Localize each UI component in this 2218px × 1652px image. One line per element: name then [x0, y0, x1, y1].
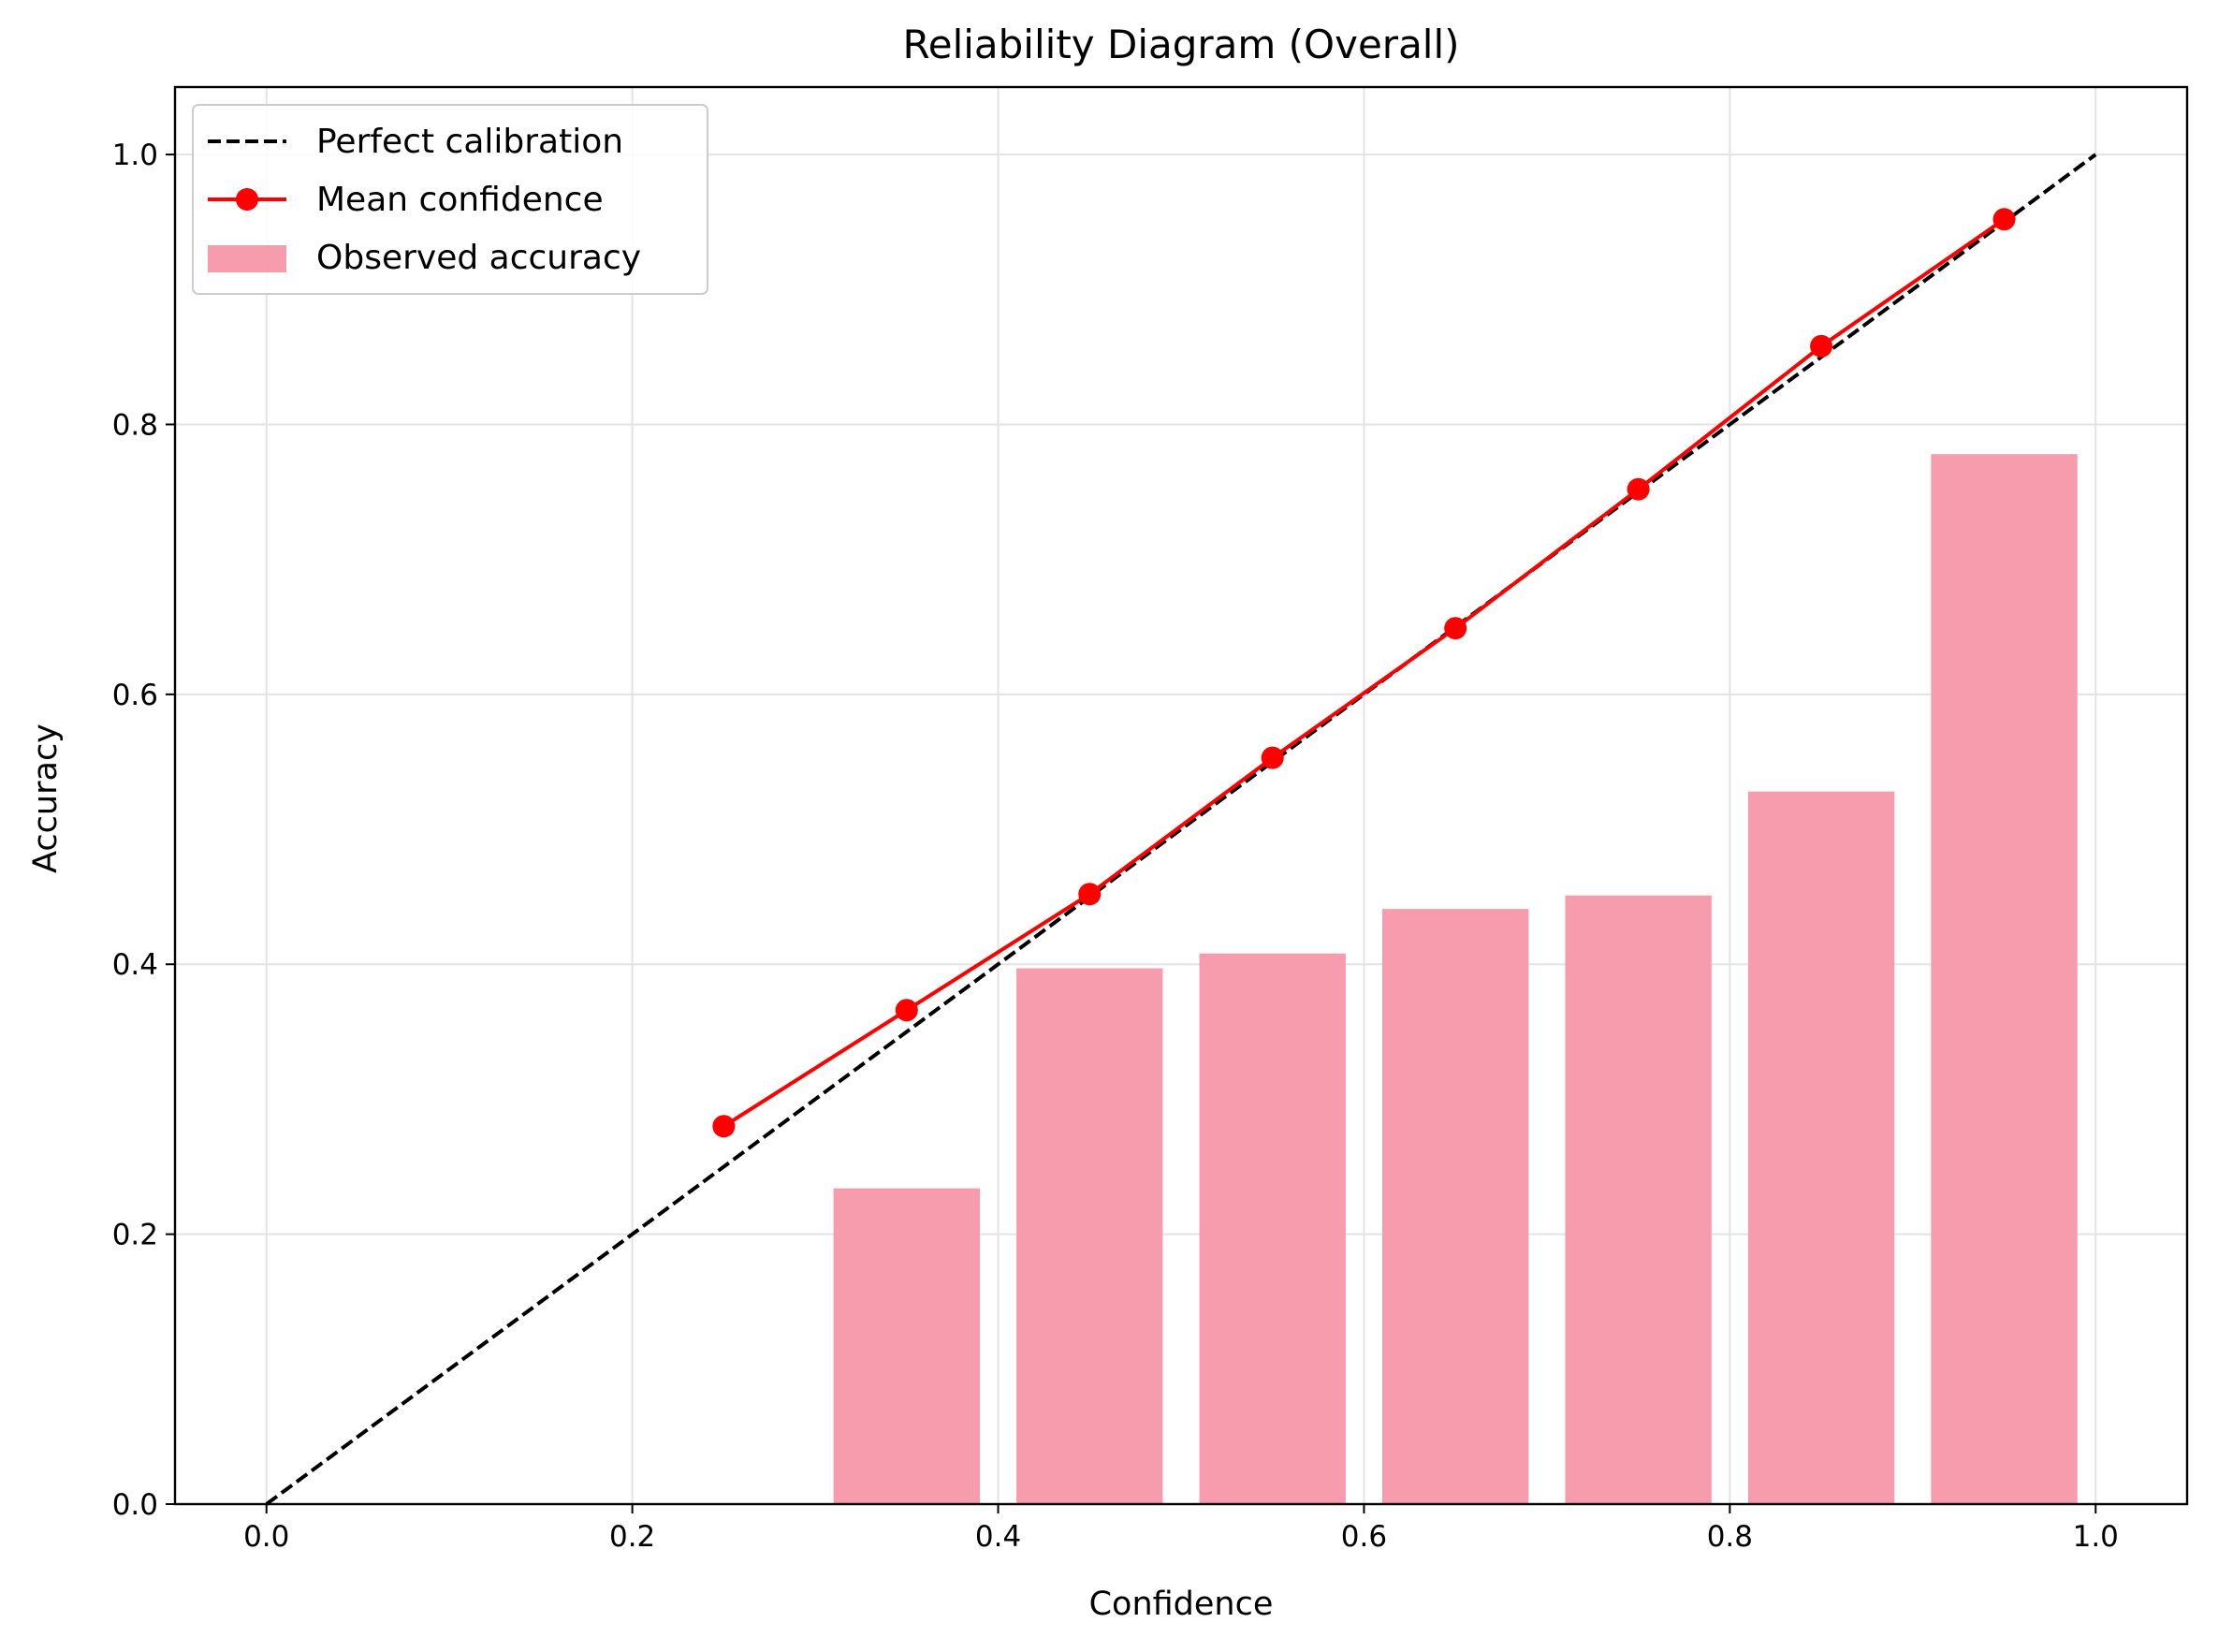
mean-confidence-point	[1444, 617, 1467, 640]
observed-accuracy-bar	[1747, 791, 1895, 1504]
y-tick-label: 0.8	[112, 408, 158, 442]
plot-frame	[173, 85, 2189, 1506]
x-tick-label: 0.2	[609, 1520, 655, 1554]
legend-observed-accuracy-label: Observed accuracy	[316, 239, 641, 277]
observed-accuracy-bar	[1382, 909, 1529, 1504]
legend-perfect-calibration-label: Perfect calibration	[316, 123, 623, 161]
y-tick-label: 1.0	[112, 139, 158, 172]
grid	[175, 87, 2187, 1505]
mean-confidence-point	[1261, 746, 1284, 769]
observed-accuracy-bar	[1199, 953, 1346, 1504]
mean-confidence-point	[712, 1115, 736, 1138]
y-tick-label: 0.6	[112, 679, 158, 712]
x-axis-title: Confidence	[1089, 1586, 1274, 1623]
observed-accuracy-bars	[833, 454, 2078, 1504]
observed-accuracy-bar	[1565, 895, 1712, 1504]
y-tick-label: 0.2	[112, 1219, 158, 1252]
legend-mean-confidence-marker	[236, 188, 258, 211]
mean-confidence-line	[722, 217, 2006, 1128]
x-tick-label: 0.6	[1341, 1520, 1387, 1554]
y-tick-label: 0.0	[112, 1488, 158, 1522]
legend-observed-accuracy-swatch	[208, 245, 286, 272]
legend-mean-confidence-label: Mean confidence	[316, 181, 604, 219]
observed-accuracy-bar	[833, 1188, 980, 1504]
y-tick-label: 0.4	[112, 948, 158, 982]
x-tick-label: 0.8	[1707, 1520, 1753, 1554]
mean-confidence-point	[895, 999, 918, 1022]
mean-confidence-point	[1078, 883, 1102, 906]
chart-title: Reliability Diagram (Overall)	[902, 22, 1459, 67]
x-tick-label: 0.4	[975, 1520, 1021, 1554]
mean-confidence-point	[1992, 208, 2016, 231]
x-tick-label: 1.0	[2073, 1520, 2119, 1554]
legend: Perfect calibration Mean confidence Obse…	[192, 104, 708, 295]
axis-ticks: 0.0 0.2 0.4 0.6 0.8 1.0 0.0 0.2 0.4 0.6 0.8 1.0	[112, 139, 2119, 1554]
observed-accuracy-bar	[1016, 968, 1163, 1504]
legend-box	[192, 104, 708, 295]
observed-accuracy-bar	[1931, 454, 2078, 1504]
mean-confidence-point	[1627, 477, 1650, 501]
y-axis-title: Accuracy	[27, 724, 65, 873]
mean-confidence-point	[1810, 334, 1833, 358]
perfect-calibration-line	[265, 153, 2097, 1506]
x-tick-label: 0.0	[243, 1520, 289, 1554]
lines	[265, 153, 2097, 1506]
